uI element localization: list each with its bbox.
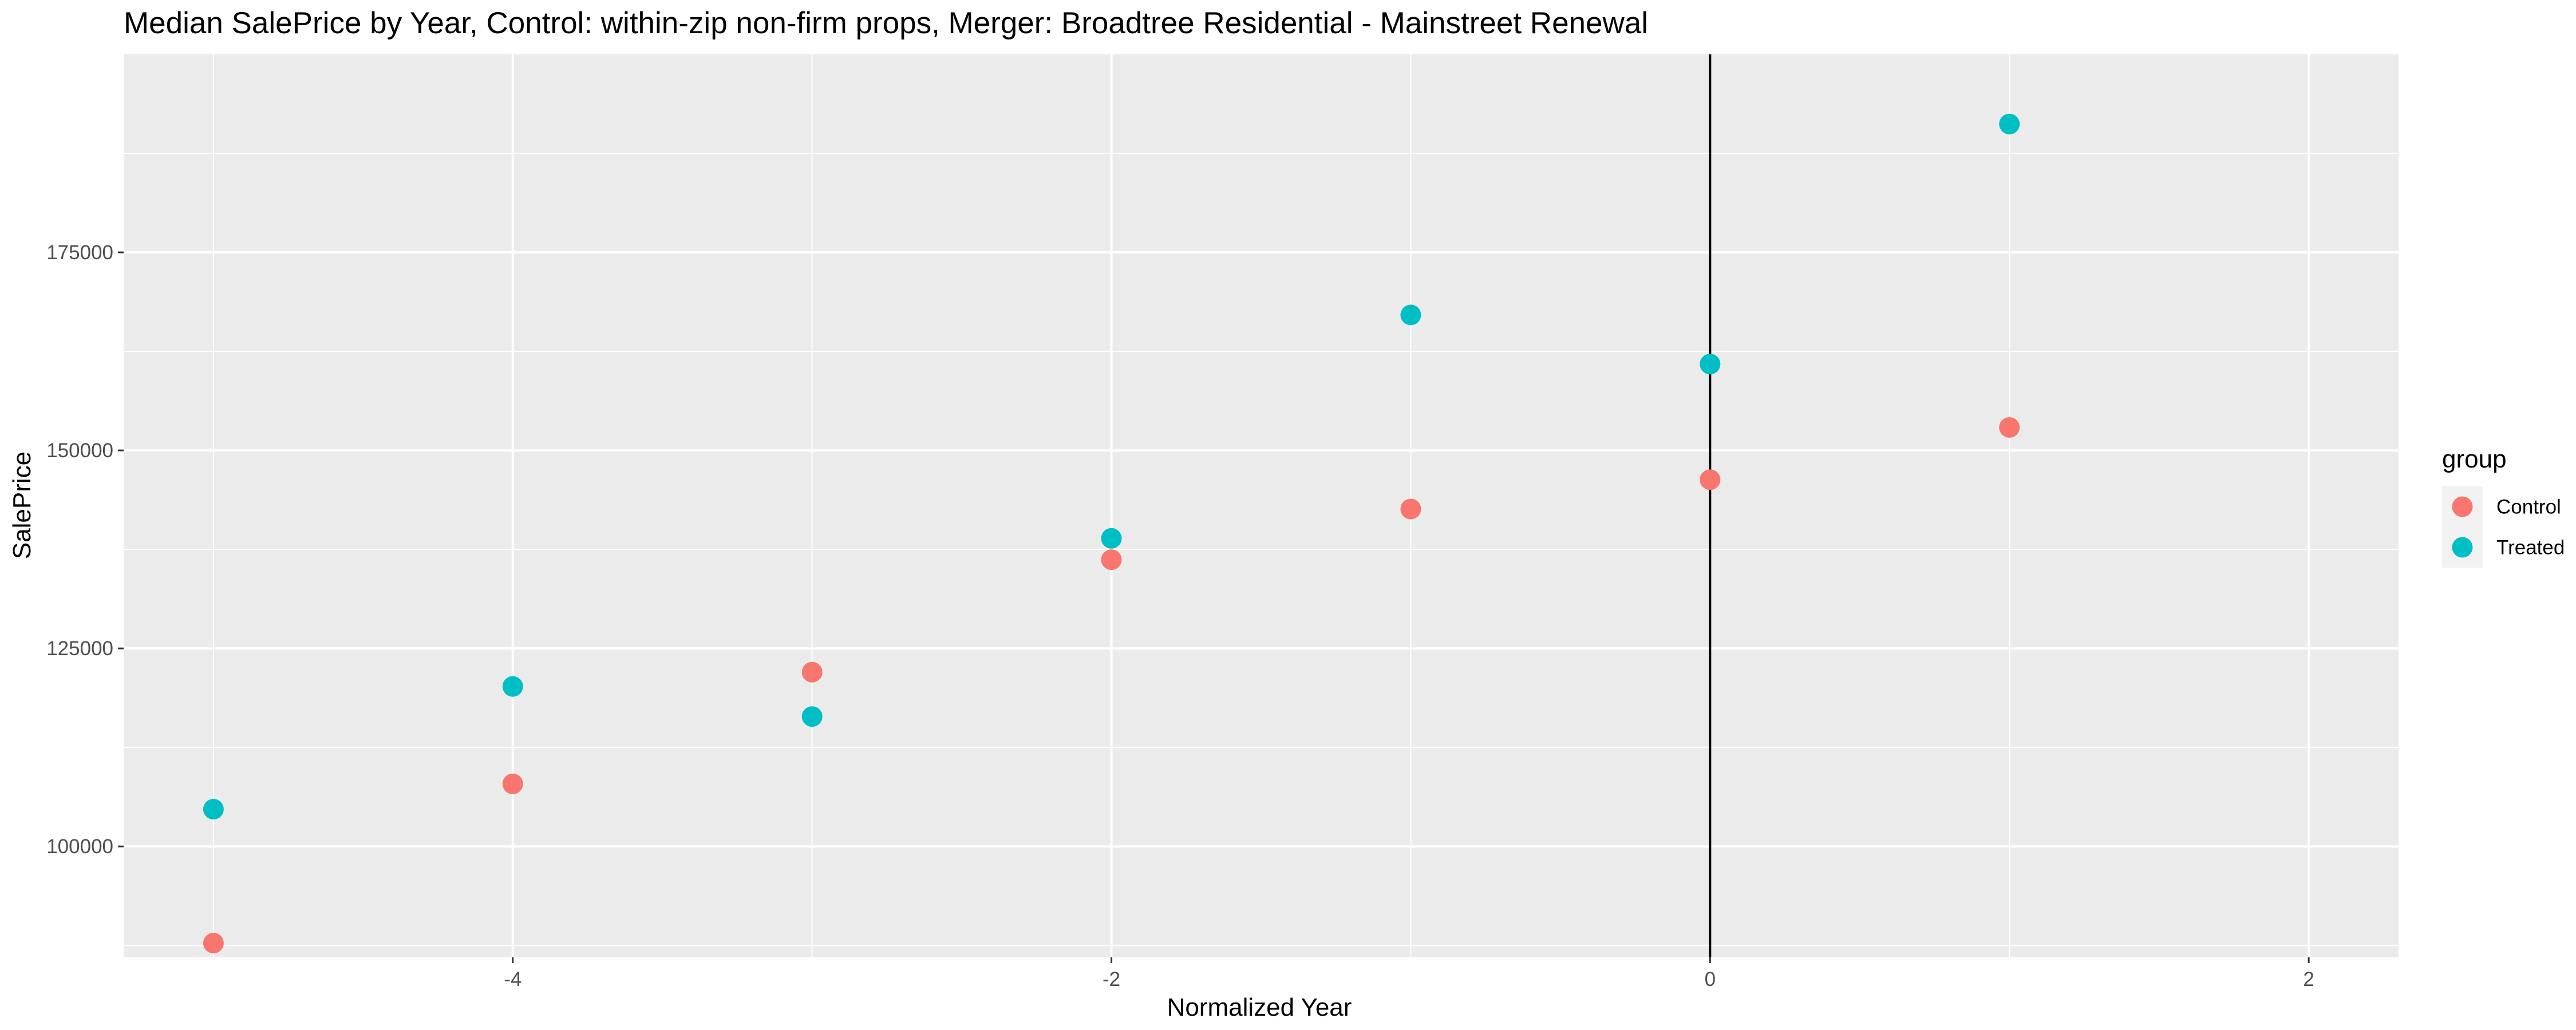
data-point-treated — [502, 676, 523, 697]
data-point-treated — [1700, 354, 1721, 375]
data-point-treated — [1999, 113, 2020, 134]
legend-symbol-treated — [2452, 537, 2473, 558]
legend-symbol-control — [2452, 496, 2473, 517]
y-tick-label: 100000 — [46, 835, 113, 858]
x-axis-title: Normalized Year — [1167, 993, 1352, 1021]
x-tick-label: -4 — [504, 968, 521, 991]
data-point-control — [1400, 498, 1421, 520]
x-tick-label: 2 — [2303, 968, 2314, 991]
chart-title: Median SalePrice by Year, Control: withi… — [124, 6, 1648, 40]
y-tick-label: 150000 — [46, 439, 113, 462]
legend: group Control Treated — [2442, 445, 2565, 568]
y-tick-label: 175000 — [46, 241, 113, 264]
data-point-treated — [1400, 304, 1421, 326]
data-point-treated — [1101, 528, 1122, 549]
data-point-treated — [203, 799, 224, 820]
data-point-treated — [801, 706, 823, 727]
legend-label-treated: Treated — [2496, 537, 2565, 559]
y-tick-label: 125000 — [46, 637, 113, 660]
data-point-control — [1700, 469, 1721, 490]
series-treated — [203, 113, 2020, 820]
series-control — [203, 417, 2020, 954]
y-axis-title: SalePrice — [8, 451, 36, 559]
data-point-control — [502, 773, 523, 794]
x-tick-label: 0 — [1705, 968, 1716, 991]
legend-title: group — [2442, 445, 2507, 473]
major-gridlines — [124, 54, 2399, 957]
axis-ticks: -4 -2 0 2 100000 125000 150000 175000 — [46, 241, 2314, 991]
data-point-control — [1999, 417, 2020, 438]
x-tick-label: -2 — [1103, 968, 1120, 991]
legend-label-control: Control — [2496, 496, 2561, 518]
data-points — [203, 113, 2020, 954]
data-point-control — [1101, 549, 1122, 571]
data-point-control — [203, 933, 224, 954]
plot-panel — [124, 54, 2399, 957]
data-point-control — [801, 661, 823, 683]
